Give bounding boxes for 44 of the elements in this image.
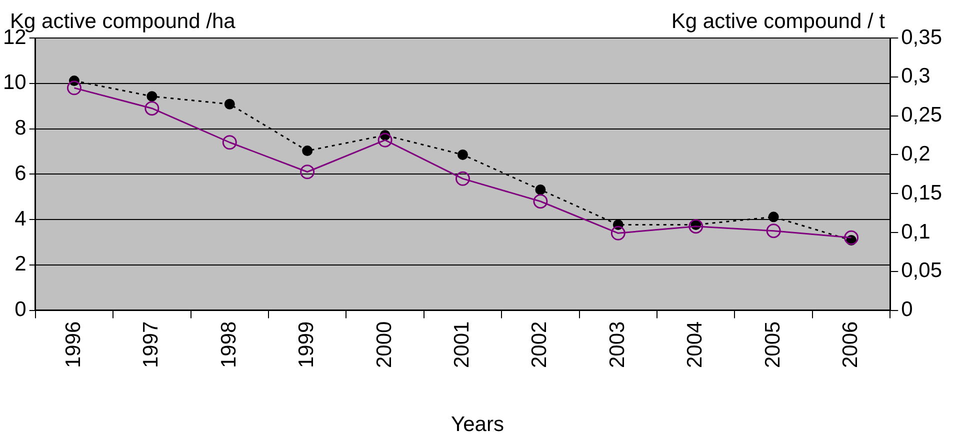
point xyxy=(533,194,548,209)
point xyxy=(457,149,468,160)
point xyxy=(610,226,626,240)
point xyxy=(844,230,859,245)
y-tick-label: 0 xyxy=(14,298,26,322)
y-tick-label: 2 xyxy=(14,252,26,276)
y2-tick-label: 0,3 xyxy=(901,64,930,88)
point xyxy=(222,135,237,150)
y-tick-label: 4 xyxy=(14,207,27,230)
y2-axis-title: Kg active compound / t xyxy=(671,10,885,34)
y2-tick-label: 0,05 xyxy=(901,259,942,282)
point xyxy=(766,224,781,238)
x-tick-label: 2006 xyxy=(839,321,862,368)
point xyxy=(455,171,470,186)
y2-tick-label: 0,25 xyxy=(901,104,942,127)
y-tick-label: 8 xyxy=(14,116,26,140)
point xyxy=(300,164,315,180)
point xyxy=(224,98,235,110)
x-tick-label: 2003 xyxy=(606,321,629,368)
y2-tick-label: 0,35 xyxy=(901,26,942,49)
x-tick-label: 2004 xyxy=(684,320,707,368)
point xyxy=(302,146,313,156)
point xyxy=(146,91,158,102)
point xyxy=(66,80,82,96)
x-tick-label: 2001 xyxy=(450,321,474,368)
y2-tick-label: 0,15 xyxy=(901,181,942,204)
x-tick-label: 1997 xyxy=(140,321,163,368)
x-tick-label: 2002 xyxy=(528,321,552,368)
x-tick-label: 1999 xyxy=(295,321,318,368)
point xyxy=(144,101,160,116)
y-tick-label: 10 xyxy=(3,71,26,94)
point xyxy=(535,184,546,195)
x-tick-label: 1998 xyxy=(217,321,240,368)
point xyxy=(378,132,392,148)
x-tick-label: 2005 xyxy=(761,321,784,368)
y2-tick-label: 0 xyxy=(901,298,913,322)
y2-tick-label: 0,2 xyxy=(901,142,930,166)
point xyxy=(768,212,779,222)
y-tick-label: 6 xyxy=(14,162,26,185)
y2-tick-label: 0,1 xyxy=(901,220,930,244)
x-tick-label: 1996 xyxy=(62,321,86,368)
x-tick-label: 2000 xyxy=(372,321,396,368)
x-axis-title: Years xyxy=(450,413,505,437)
point xyxy=(688,219,704,234)
